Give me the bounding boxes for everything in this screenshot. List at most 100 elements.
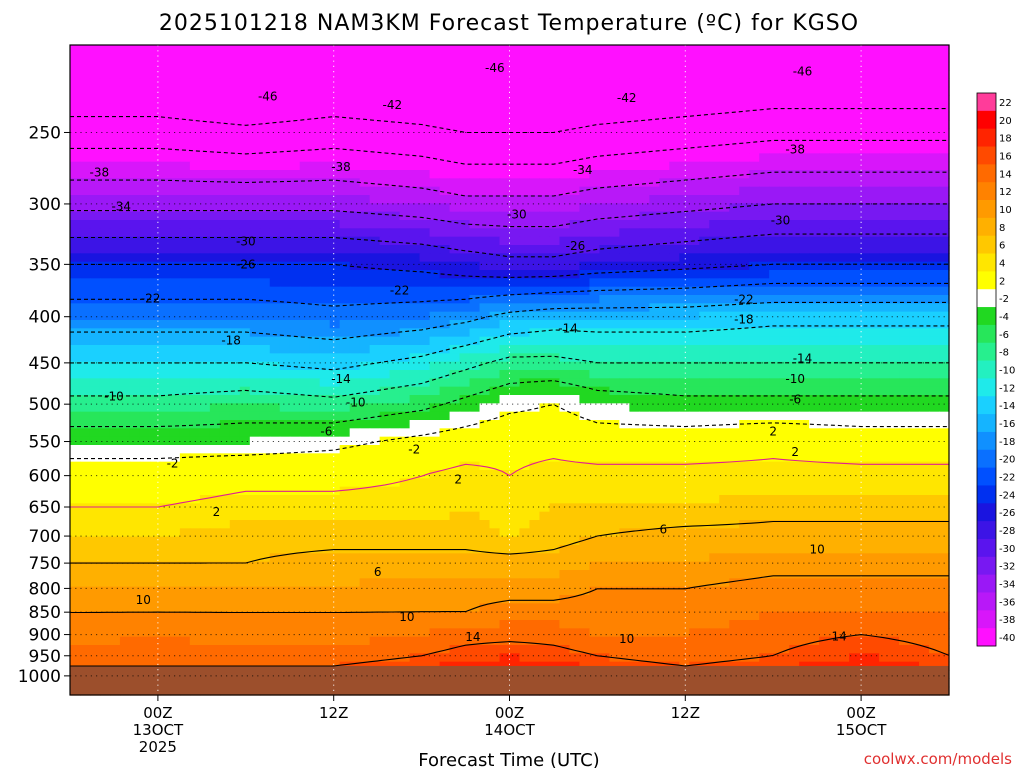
heatmap-cell xyxy=(70,428,81,438)
heatmap-cell xyxy=(749,103,760,113)
heatmap-cell xyxy=(129,320,141,329)
heatmap-cell xyxy=(379,503,391,513)
heatmap-cell xyxy=(839,170,850,179)
heatmap-cell xyxy=(869,428,880,438)
heatmap-cell xyxy=(799,111,810,121)
heatmap-cell xyxy=(229,145,241,154)
heatmap-cell xyxy=(249,186,261,196)
heatmap-cell xyxy=(369,303,381,313)
heatmap-cell xyxy=(199,345,211,354)
heatmap-cell xyxy=(189,361,201,371)
heatmap-cell xyxy=(429,336,441,346)
heatmap-cell xyxy=(619,211,630,221)
heatmap-cell xyxy=(809,370,820,379)
heatmap-cell xyxy=(179,386,191,396)
heatmap-cell xyxy=(939,186,950,196)
heatmap-cell xyxy=(879,311,890,321)
heatmap-cell xyxy=(209,303,221,313)
heatmap-cell xyxy=(559,278,571,288)
heatmap-cell xyxy=(479,386,491,396)
heatmap-cell xyxy=(579,420,591,429)
heatmap-cell xyxy=(279,278,291,288)
heatmap-cell xyxy=(739,420,750,429)
heatmap-cell xyxy=(419,203,431,213)
heatmap-cell xyxy=(149,453,161,463)
heatmap-cell xyxy=(659,336,670,346)
heatmap-cell xyxy=(349,186,361,196)
heatmap-cell xyxy=(459,436,471,446)
heatmap-cell xyxy=(579,328,591,338)
heatmap-cell xyxy=(779,70,790,79)
heatmap-cell xyxy=(239,470,251,479)
heatmap-cell xyxy=(279,345,291,354)
heatmap-cell xyxy=(559,61,571,71)
heatmap-cell xyxy=(759,295,770,304)
heatmap-cell xyxy=(319,178,331,188)
heatmap-cell xyxy=(89,203,101,213)
heatmap-cell xyxy=(769,161,780,171)
heatmap-cell xyxy=(289,228,301,238)
heatmap-cell xyxy=(119,320,131,329)
heatmap-cell xyxy=(209,436,221,446)
heatmap-cell xyxy=(139,378,151,388)
heatmap-cell xyxy=(649,261,660,271)
heatmap-cell xyxy=(909,345,920,354)
heatmap-cell xyxy=(639,245,650,254)
heatmap-cell xyxy=(289,278,301,288)
heatmap-cell xyxy=(359,228,371,238)
heatmap-cell xyxy=(639,386,650,396)
heatmap-cell xyxy=(89,195,101,204)
heatmap-cell xyxy=(479,478,491,488)
heatmap-cell xyxy=(519,170,531,179)
heatmap-cell xyxy=(669,453,680,463)
heatmap-cell xyxy=(139,145,151,154)
heatmap-cell xyxy=(789,320,800,329)
heatmap-cell xyxy=(359,261,371,271)
heatmap-cell xyxy=(919,411,930,421)
heatmap-cell xyxy=(499,170,511,179)
heatmap-cell xyxy=(399,503,411,513)
heatmap-cell xyxy=(389,245,401,254)
heatmap-cell xyxy=(279,261,291,271)
heatmap-cell xyxy=(829,170,840,179)
heatmap-cell xyxy=(379,270,391,279)
heatmap-cell xyxy=(229,195,241,204)
heatmap-cell xyxy=(519,195,531,204)
heatmap-cell xyxy=(559,120,571,129)
heatmap-cell xyxy=(229,61,241,71)
heatmap-cell xyxy=(849,253,860,263)
heatmap-cell xyxy=(769,286,780,296)
heatmap-cell xyxy=(769,170,780,179)
heatmap-cell xyxy=(239,511,251,521)
heatmap-cell xyxy=(369,470,381,479)
heatmap-cell xyxy=(589,186,600,196)
heatmap-cell xyxy=(129,120,141,129)
heatmap-cell xyxy=(429,136,441,146)
heatmap-cell xyxy=(189,78,201,88)
heatmap-cell xyxy=(369,245,381,254)
heatmap-cell xyxy=(639,320,650,329)
heatmap-cell xyxy=(209,328,221,338)
heatmap-cell xyxy=(729,53,740,63)
heatmap-cell xyxy=(369,411,381,421)
heatmap-cell xyxy=(169,311,181,321)
heatmap-cell xyxy=(939,95,950,104)
heatmap-cell xyxy=(299,503,311,513)
heatmap-cell xyxy=(769,53,780,63)
heatmap-cell xyxy=(529,128,541,138)
heatmap-cell xyxy=(649,53,660,63)
heatmap-cell xyxy=(799,345,810,354)
heatmap-cell xyxy=(289,345,301,354)
heatmap-cell xyxy=(829,378,840,388)
heatmap-cell xyxy=(729,245,740,254)
heatmap-cell xyxy=(119,361,131,371)
heatmap-cell xyxy=(869,170,880,179)
heatmap-cell xyxy=(389,461,401,471)
heatmap-cell xyxy=(89,386,101,396)
heatmap-cell xyxy=(619,170,630,179)
heatmap-cell xyxy=(349,370,361,379)
heatmap-cell xyxy=(429,245,441,254)
heatmap-cell xyxy=(749,478,760,488)
heatmap-cell xyxy=(829,428,840,438)
heatmap-cell xyxy=(859,120,870,129)
